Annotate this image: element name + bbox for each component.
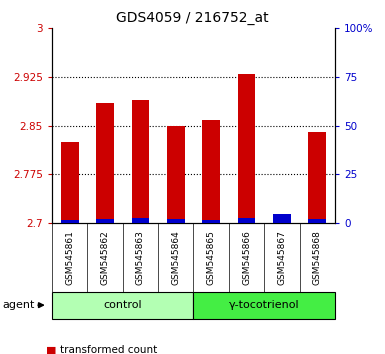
Text: GSM545863: GSM545863 [136, 230, 145, 285]
Bar [96, 103, 114, 223]
Bar [61, 220, 79, 223]
Text: agent: agent [2, 300, 34, 310]
Bar [202, 120, 220, 223]
Text: GDS4059 / 216752_at: GDS4059 / 216752_at [116, 11, 269, 25]
Bar [273, 214, 291, 223]
Text: GSM545865: GSM545865 [207, 230, 216, 285]
Bar [238, 74, 255, 223]
Bar [202, 220, 220, 223]
Bar [167, 219, 185, 223]
Text: γ-tocotrienol: γ-tocotrienol [229, 300, 300, 310]
Bar [132, 218, 149, 223]
Text: GSM545862: GSM545862 [100, 230, 110, 285]
Text: GSM545864: GSM545864 [171, 230, 180, 285]
Bar [52, 292, 193, 319]
Bar [167, 126, 185, 223]
Text: transformed count: transformed count [60, 346, 157, 354]
Text: GSM545861: GSM545861 [65, 230, 74, 285]
Text: control: control [104, 300, 142, 310]
Bar [308, 132, 326, 223]
Text: GSM545867: GSM545867 [277, 230, 286, 285]
Bar [308, 219, 326, 223]
Bar [238, 218, 255, 223]
Bar [132, 100, 149, 223]
Text: GSM545868: GSM545868 [313, 230, 322, 285]
Bar [96, 219, 114, 223]
Text: GSM545866: GSM545866 [242, 230, 251, 285]
Bar [193, 292, 335, 319]
Bar [61, 142, 79, 223]
Text: ■: ■ [46, 346, 57, 354]
